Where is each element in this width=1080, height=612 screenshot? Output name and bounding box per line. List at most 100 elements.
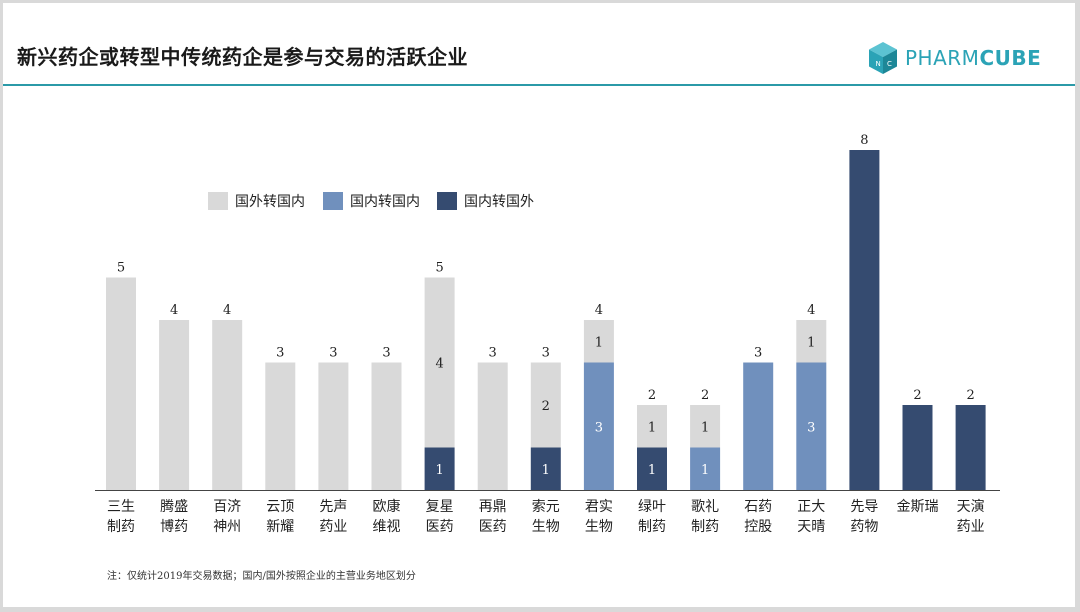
bar-total-label: 3: [276, 346, 284, 361]
bar-total-label: 3: [542, 346, 550, 361]
category-label: 博药: [160, 518, 188, 535]
bar-segment: [106, 277, 136, 490]
bar-segment: [690, 405, 721, 448]
bar-total-label: 2: [966, 388, 974, 403]
category-label: 君实: [585, 499, 613, 515]
footnote: 注：仅统计2019年交易数据；国内/国外按照企业的主营业务地区划分: [107, 571, 416, 582]
category-label: 石药: [744, 499, 772, 515]
category-label: 药业: [319, 519, 347, 535]
logo-text-light: PHARM: [905, 46, 980, 70]
bar-total-label: 5: [435, 261, 443, 276]
category-label: 绿叶: [638, 499, 666, 515]
bar-segment: [477, 362, 508, 490]
bar-segment: [424, 447, 455, 490]
bar-total-label: 3: [489, 346, 497, 361]
bar-total-label: 2: [701, 388, 709, 403]
category-label: 制药: [107, 519, 135, 535]
bar-total-label: 4: [807, 303, 815, 318]
bar-segment: [159, 320, 190, 490]
category-label: 歌礼: [691, 499, 719, 515]
bar-total-label: 2: [913, 388, 921, 403]
bar-segment: [530, 362, 561, 448]
bar-total-label: 4: [223, 303, 231, 318]
svg-text:C: C: [887, 60, 892, 68]
bar-total-label: 5: [117, 261, 125, 276]
category-label: 药物: [850, 519, 878, 535]
legend-swatch: [208, 192, 228, 210]
stacked-bar-chart: 国外转国内 国内转国内 国内转国外 5 4 4 3 3 3 1 4 5 3 1 2 3 3 1 4 1 1 2 1 1 2 3 3…: [95, 133, 1000, 535]
segment-value-label: 1: [648, 463, 656, 478]
category-label: 神州: [213, 519, 241, 535]
bar-segment: [265, 362, 296, 490]
category-label: 复星: [426, 498, 454, 515]
bar-segment: [955, 405, 986, 490]
category-label: 先导: [850, 499, 878, 515]
bar-segment: [371, 362, 402, 490]
category-label: 医药: [426, 519, 454, 535]
segment-value-label: 1: [542, 463, 550, 478]
category-label: 制药: [691, 519, 719, 535]
svg-text:N: N: [876, 60, 881, 68]
category-label: 金斯瑞: [897, 499, 939, 515]
bar-total-label: 8: [860, 133, 868, 148]
category-label: 天晴: [797, 519, 825, 535]
slide: 新兴药企或转型中传统药企是参与交易的活跃企业 N C PHARMCUBE 国外转…: [3, 3, 1075, 607]
bar-segment: [318, 362, 349, 490]
bar-segment: [583, 320, 614, 363]
category-label: 新耀: [266, 519, 294, 535]
category-label: 三生: [107, 499, 135, 515]
category-label: 云顶: [266, 499, 294, 515]
category-label: 制药: [638, 519, 666, 535]
category-label: 索元: [532, 498, 560, 515]
legend-swatch: [437, 192, 457, 210]
pharmcube-logo: N C PHARMCUBE: [867, 41, 1041, 75]
bar-segment: [530, 447, 561, 490]
category-label: 先声: [319, 499, 347, 515]
cube-logo-icon: N C: [869, 42, 897, 74]
bar-total-label: 4: [170, 303, 178, 318]
bar-segment: [212, 320, 243, 490]
segment-value-label: 1: [701, 420, 709, 435]
segment-value-label: 2: [542, 399, 550, 414]
segment-value-label: 1: [435, 463, 443, 478]
category-label: 正大: [797, 499, 825, 515]
segment-value-label: 1: [648, 420, 656, 435]
bar-total-label: 3: [382, 346, 390, 361]
category-label: 生物: [585, 519, 613, 535]
segment-value-label: 4: [435, 357, 443, 372]
chart-legend: 国外转国内 国内转国内 国内转国外: [208, 192, 534, 210]
category-label: 腾盛: [160, 498, 188, 515]
bar-total-label: 4: [595, 303, 603, 318]
category-label: 再鼎: [479, 499, 507, 515]
bar-total-label: 3: [754, 346, 762, 361]
legend-label: 国内转国外: [464, 194, 534, 210]
category-label: 维视: [373, 519, 401, 535]
logo-text: PHARMCUBE: [905, 46, 1041, 70]
bar-segment: [796, 362, 827, 490]
bar-segment: [902, 405, 933, 490]
bar-segment: [637, 405, 667, 448]
bar-total-label: 3: [329, 346, 337, 361]
category-label: 生物: [532, 519, 560, 535]
page-title: 新兴药企或转型中传统药企是参与交易的活跃企业: [17, 45, 468, 69]
segment-value-label: 1: [701, 463, 709, 478]
bar-total-label: 2: [648, 388, 656, 403]
category-label: 天演: [957, 499, 985, 515]
bar-segment: [637, 447, 667, 490]
segment-value-label: 3: [595, 420, 603, 435]
category-label: 控股: [744, 519, 772, 535]
legend-swatch: [323, 192, 343, 210]
logo-text-bold: CUBE: [979, 46, 1042, 70]
bar-segment: [743, 362, 774, 490]
segment-value-label: 3: [807, 420, 815, 435]
segment-value-label: 1: [807, 335, 815, 350]
bar-segment: [796, 320, 827, 363]
bar-segment: [424, 277, 455, 448]
category-label: 百济: [213, 499, 241, 515]
title-divider: [3, 84, 1075, 86]
bar-segment: [690, 447, 721, 490]
category-label: 药业: [957, 519, 985, 535]
segment-value-label: 1: [595, 335, 603, 350]
